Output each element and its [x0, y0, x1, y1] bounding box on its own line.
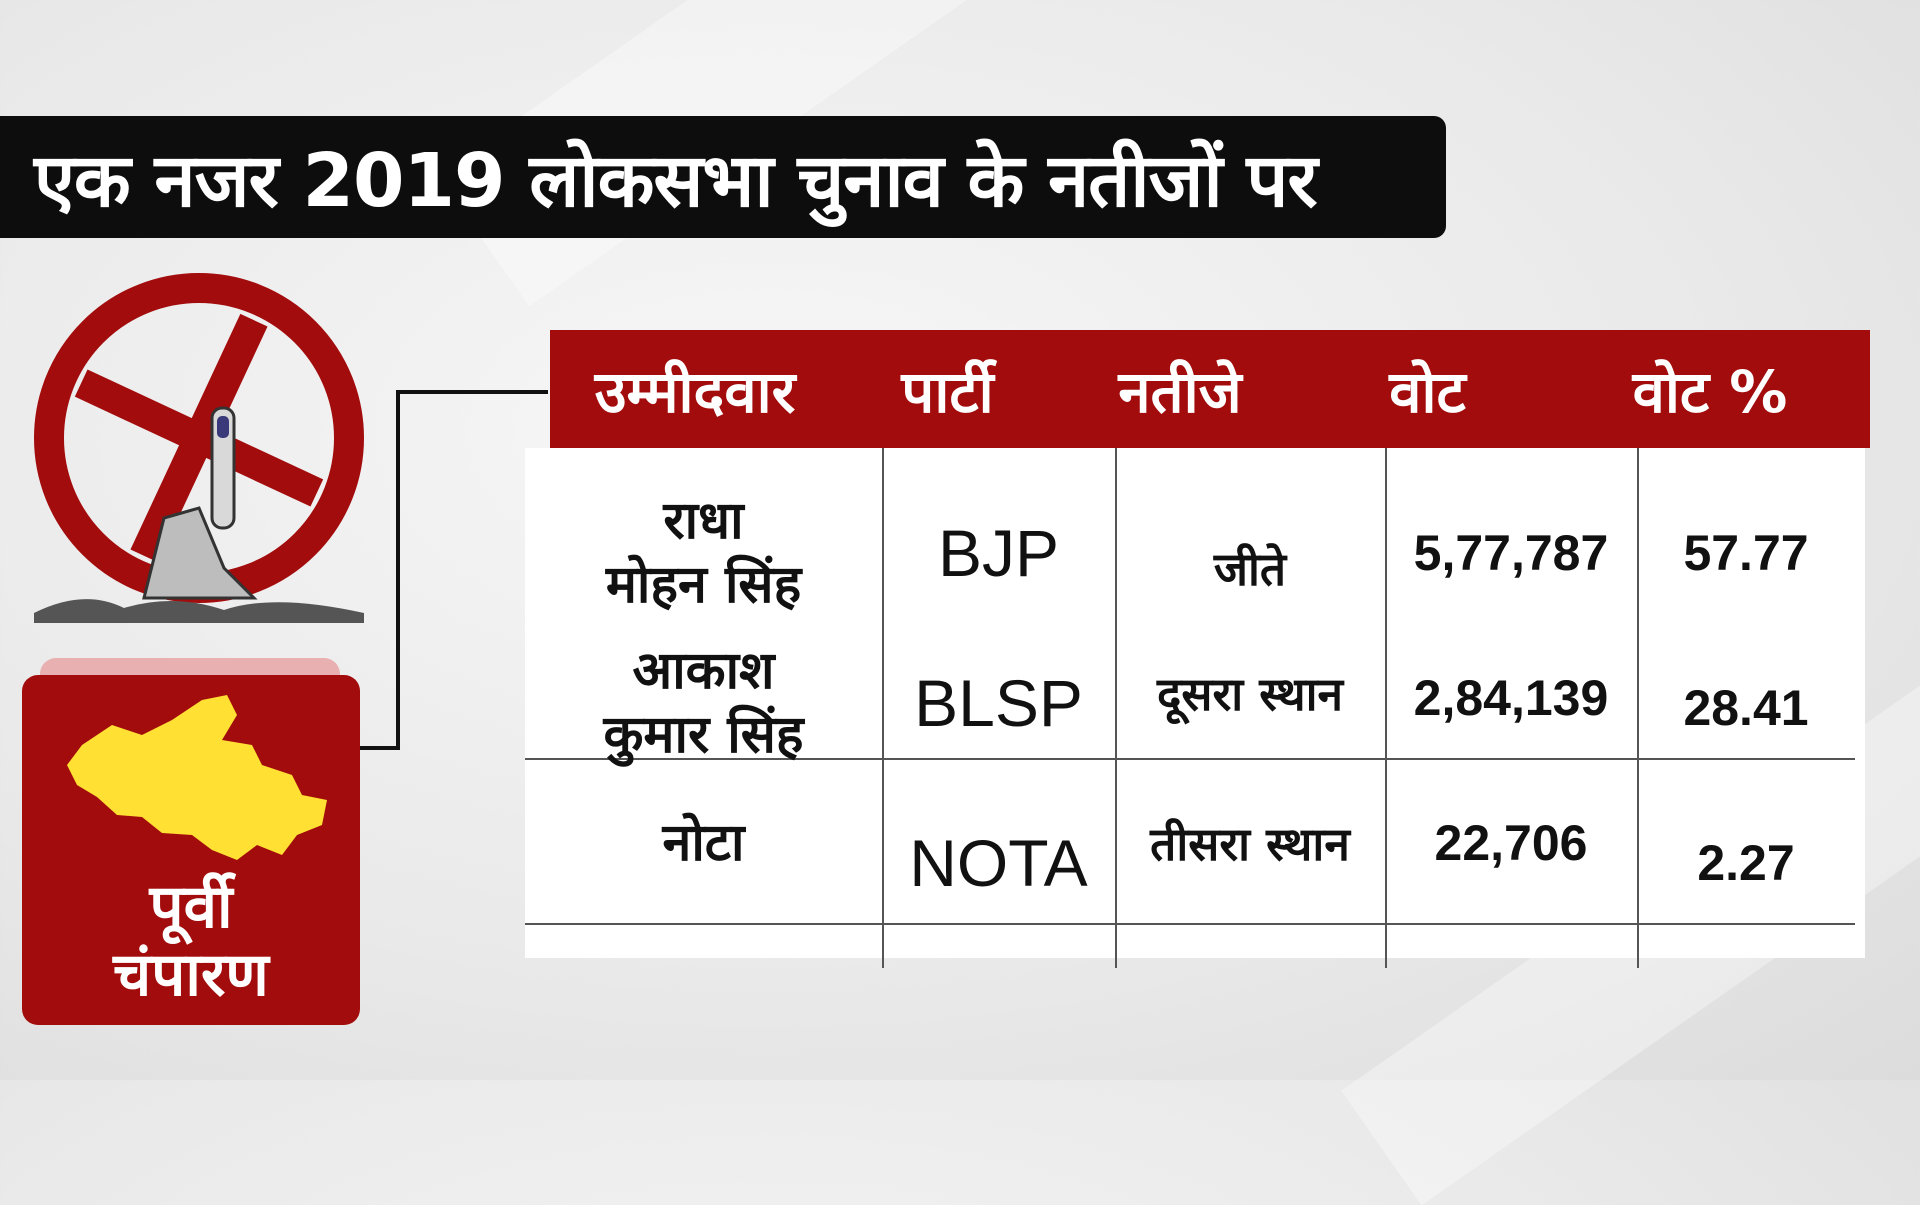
header-vote-percent: वोट %	[1632, 357, 1788, 426]
party-name: BJP	[937, 516, 1060, 590]
candidate-name-line2: कुमार सिंह	[603, 705, 804, 765]
ballot-swastika-vote-icon	[34, 273, 364, 623]
header-result: नतीजे	[1118, 357, 1242, 426]
vote-percent: 2.27	[1697, 835, 1795, 891]
candidate-name: नोटा	[525, 788, 882, 898]
vote-percent: 57.77	[1683, 525, 1809, 581]
page-title: एक नजर 2019 लोकसभा चुनाव के नतीजों पर	[34, 137, 1318, 224]
district-map-icon	[67, 695, 327, 860]
region-name-line2: चंपारण	[113, 940, 269, 1010]
column-divider	[1115, 448, 1117, 968]
row-divider	[525, 923, 1855, 925]
party-name: NOTA	[909, 826, 1088, 900]
column-divider	[1637, 448, 1639, 968]
column-divider	[882, 448, 884, 968]
candidate-name-line1: आकाश	[632, 641, 775, 701]
vote-count: 22,706	[1434, 815, 1588, 871]
result-status: जीते	[1213, 542, 1287, 596]
column-divider	[1385, 448, 1387, 968]
result-status: दूसरा स्थान	[1156, 667, 1344, 721]
result-status: तीसरा स्थान	[1150, 817, 1350, 871]
candidate-name-line1: नोटा	[662, 813, 745, 873]
candidate-name-line1: राधा	[663, 491, 744, 551]
row-divider	[525, 758, 1855, 760]
candidate-name: आकाश कुमार सिंह	[525, 638, 882, 768]
party-name: BLSP	[914, 666, 1083, 740]
candidate-name-line2: मोहन सिंह	[605, 555, 802, 615]
vote-percent: 28.41	[1683, 680, 1809, 736]
region-card: पूर्वी चंपारण	[22, 675, 360, 1025]
header-party: पार्टी	[901, 357, 994, 426]
table-header: उम्मीदवार पार्टी नतीजे वोट वोट %	[550, 330, 1870, 448]
candidate-name: राधा मोहन सिंह	[525, 478, 882, 628]
table-body: राधा मोहन सिंह BJP जीते 5,77,787 57.77 आ…	[525, 448, 1865, 968]
vote-count: 2,84,139	[1413, 670, 1609, 726]
vote-count: 5,77,787	[1413, 525, 1609, 581]
region-name-line1: पूर्वी	[149, 872, 233, 942]
title-bar: एक नजर 2019 लोकसभा चुनाव के नतीजों पर	[0, 116, 1446, 238]
header-votes: वोट	[1389, 357, 1466, 426]
header-candidate: उम्मीदवार	[594, 357, 796, 426]
results-table: उम्मीदवार पार्टी नतीजे वोट वोट % राधा मो…	[525, 330, 1870, 968]
